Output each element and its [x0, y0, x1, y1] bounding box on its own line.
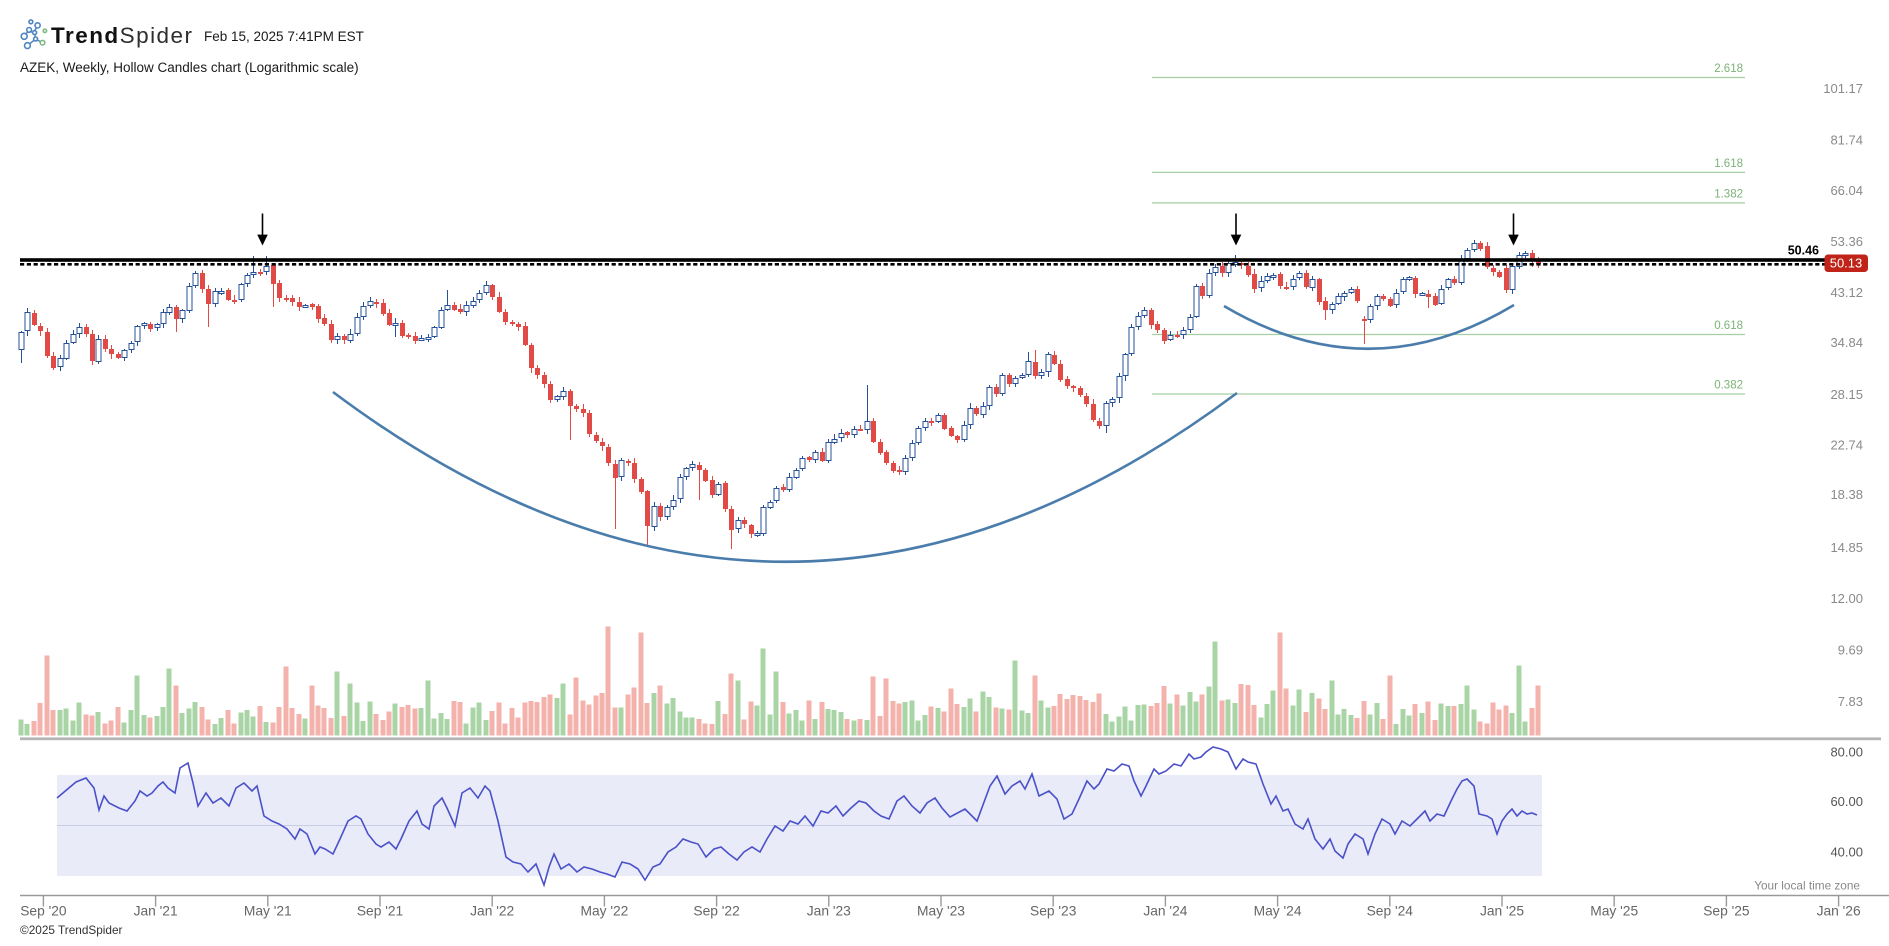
svg-text:Sep '24: Sep '24	[1367, 904, 1414, 919]
svg-text:May '23: May '23	[917, 904, 965, 919]
svg-text:©2025 TrendSpider: ©2025 TrendSpider	[20, 923, 123, 937]
svg-text:Your local time zone: Your local time zone	[1754, 879, 1860, 893]
svg-text:Jan '22: Jan '22	[470, 904, 514, 919]
svg-text:50.13: 50.13	[1830, 256, 1863, 271]
svg-text:14.85: 14.85	[1830, 540, 1863, 555]
svg-text:53.36: 53.36	[1830, 234, 1863, 249]
svg-text:TrendSpider: TrendSpider	[51, 23, 193, 48]
svg-text:Jan '25: Jan '25	[1480, 904, 1524, 919]
svg-text:Jan '23: Jan '23	[807, 904, 851, 919]
svg-text:1.618: 1.618	[1714, 158, 1743, 170]
svg-text:Sep '25: Sep '25	[1703, 904, 1750, 919]
svg-text:81.74: 81.74	[1830, 132, 1863, 147]
svg-text:28.15: 28.15	[1830, 387, 1863, 402]
svg-text:May '22: May '22	[580, 904, 628, 919]
svg-text:7.83: 7.83	[1838, 694, 1863, 709]
svg-text:May '24: May '24	[1254, 904, 1302, 919]
svg-text:Jan '21: Jan '21	[134, 904, 178, 919]
svg-text:Sep '22: Sep '22	[693, 904, 739, 919]
svg-text:0.618: 0.618	[1714, 320, 1743, 332]
svg-text:9.69: 9.69	[1838, 643, 1863, 658]
svg-text:1.382: 1.382	[1714, 188, 1743, 200]
svg-text:101.17: 101.17	[1823, 81, 1863, 96]
svg-text:Jan '26: Jan '26	[1817, 904, 1861, 919]
svg-text:50.46: 50.46	[1788, 244, 1819, 258]
svg-text:AZEK, Weekly, Hollow Candles c: AZEK, Weekly, Hollow Candles chart (Loga…	[20, 60, 359, 75]
svg-text:Sep '23: Sep '23	[1030, 904, 1077, 919]
svg-text:34.84: 34.84	[1830, 335, 1863, 350]
svg-text:18.38: 18.38	[1830, 487, 1863, 502]
svg-text:80.00: 80.00	[1830, 745, 1863, 760]
svg-text:22.74: 22.74	[1830, 438, 1863, 453]
svg-text:Sep '20: Sep '20	[20, 904, 67, 919]
svg-text:Feb 15, 2025 7:41PM EST: Feb 15, 2025 7:41PM EST	[204, 29, 364, 44]
svg-text:May '21: May '21	[244, 904, 292, 919]
svg-text:Jan '24: Jan '24	[1143, 904, 1187, 919]
svg-text:66.04: 66.04	[1830, 183, 1863, 198]
svg-text:43.12: 43.12	[1830, 285, 1863, 300]
svg-text:40.00: 40.00	[1830, 845, 1863, 860]
svg-text:0.382: 0.382	[1714, 380, 1743, 392]
svg-text:2.618: 2.618	[1714, 63, 1743, 75]
svg-text:12.00: 12.00	[1830, 591, 1863, 606]
svg-text:Sep '21: Sep '21	[357, 904, 403, 919]
svg-text:60.00: 60.00	[1830, 794, 1863, 809]
svg-text:May '25: May '25	[1590, 904, 1638, 919]
